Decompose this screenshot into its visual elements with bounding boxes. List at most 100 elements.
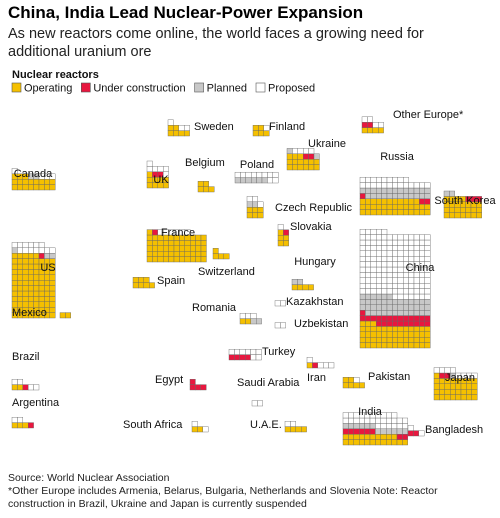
- reactor-cell: [392, 326, 398, 332]
- reactor-cell: [359, 283, 366, 289]
- reactor-cell: [381, 304, 388, 311]
- reactor-cell: [419, 342, 425, 349]
- reactor-cell: [408, 234, 415, 241]
- reactor-cell: [370, 234, 377, 241]
- reactor-cell: [424, 315, 431, 322]
- reactor-cell: [392, 320, 398, 327]
- reactor-cell: [376, 198, 382, 205]
- reactor-cell: [22, 280, 29, 286]
- reactor-cell: [246, 196, 253, 202]
- reactor-cell: [408, 193, 415, 199]
- reactor-cell: [361, 116, 368, 123]
- reactor-cell: [408, 342, 415, 349]
- reactor-cell: [392, 272, 398, 278]
- reactor-cell: [403, 234, 409, 241]
- reactor-cell: [381, 315, 388, 322]
- reactor-cell: [22, 269, 29, 275]
- reactor-cell: [386, 187, 393, 194]
- reactor-cell: [365, 209, 371, 216]
- reactor-cell: [424, 288, 431, 295]
- segment: [239, 313, 257, 319]
- reactor-cell: [257, 400, 263, 407]
- reactor-cell: [381, 299, 388, 305]
- reactor-cell: [392, 250, 398, 257]
- segment: [303, 153, 315, 160]
- reactor-cell: [418, 430, 425, 437]
- segment: [246, 196, 264, 208]
- reactor-cell: [132, 282, 139, 289]
- reactor-cell: [403, 245, 409, 251]
- reactor-cell: [450, 383, 456, 390]
- reactor-cell: [252, 212, 258, 219]
- reactor-cell: [386, 193, 393, 199]
- reactor-cell: [403, 310, 409, 316]
- segment: [197, 180, 215, 193]
- reactor-cell: [386, 245, 393, 251]
- reactor-cell: [257, 201, 264, 208]
- reactor-cell: [403, 320, 409, 327]
- reactor-cell: [419, 320, 425, 327]
- segment: [284, 426, 307, 433]
- reactor-cell: [403, 342, 409, 349]
- reactor-cell: [146, 229, 153, 236]
- reactor-cell: [408, 331, 415, 338]
- reactor-cell: [286, 148, 293, 154]
- reactor-cell: [306, 357, 313, 363]
- reactor-cell: [424, 337, 431, 343]
- reactor-cell: [403, 337, 409, 343]
- reactor-cell: [308, 153, 315, 160]
- reactor-cell: [17, 417, 23, 423]
- reactor-cell: [348, 434, 354, 440]
- reactor-cell: [359, 277, 366, 284]
- reactor-cell: [49, 285, 56, 292]
- reactor-cell: [302, 284, 309, 291]
- reactor-cell: [413, 239, 420, 246]
- reactor-cell: [408, 326, 415, 332]
- reactor-cell: [413, 337, 420, 343]
- reactor-cell: [370, 245, 377, 251]
- reactor-cell: [212, 253, 219, 260]
- reactor-cell: [183, 130, 190, 137]
- reactor-cell: [17, 290, 23, 297]
- reactor-cell: [292, 158, 298, 165]
- reactor-cell: [17, 258, 23, 265]
- segment: [59, 312, 72, 319]
- reactor-cell: [376, 261, 382, 268]
- reactor-cell: [370, 320, 377, 327]
- reactor-cell: [365, 293, 371, 300]
- reactor-cell: [212, 247, 219, 254]
- reactor-cell: [146, 176, 153, 183]
- segment: [263, 124, 270, 131]
- reactor-cell: [443, 206, 450, 213]
- reactor-cell: [245, 318, 251, 325]
- reactor-cell: [308, 284, 314, 291]
- reactor-cell: [267, 171, 273, 178]
- reactor-cell: [419, 288, 425, 295]
- reactor-cell: [408, 315, 415, 322]
- reactor-cell: [386, 198, 393, 205]
- reactor-cell: [44, 280, 51, 286]
- reactor-cell: [297, 158, 304, 165]
- reactor-cell: [433, 383, 440, 390]
- reactor-cell: [392, 342, 398, 349]
- reactor-cell: [303, 164, 309, 171]
- reactor-cell: [381, 310, 388, 316]
- segment: [11, 252, 56, 319]
- reactor-cell: [28, 263, 34, 270]
- reactor-cell: [376, 256, 382, 262]
- reactor-cell: [313, 158, 320, 165]
- reactor-cell: [200, 240, 207, 246]
- reactor-cell: [250, 171, 257, 178]
- reactor-cell: [359, 428, 365, 435]
- reactor-cell: [28, 269, 34, 275]
- reactor-cell: [381, 283, 388, 289]
- reactor-cell: [152, 245, 158, 252]
- segment: [312, 362, 318, 369]
- reactor-cell: [413, 299, 420, 305]
- reactor-cell: [408, 245, 415, 251]
- reactor-cell: [403, 304, 409, 311]
- reactor-cell: [365, 277, 371, 284]
- reactor-cell: [381, 234, 388, 241]
- reactor-cell: [306, 362, 313, 369]
